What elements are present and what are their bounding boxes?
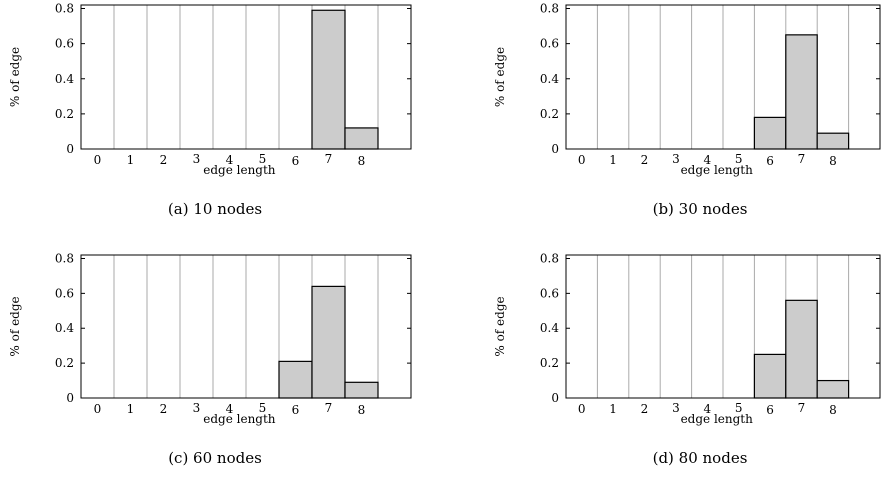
panel-c: 0 0.2 0.4 0.6 0.8 0 1 2 3 4 5 6 7 8 edge length % of ed… [8, 251, 412, 467]
panel-a: 0 0.2 0.4 0.6 0.8 0 1 2 3 4 5 6 7 8 edge length % of ed… [8, 2, 412, 218]
bar-8 [344, 381, 379, 399]
bar-6 [753, 353, 787, 399]
y-tick-label: 0 [66, 142, 74, 156]
bar-7 [785, 34, 818, 150]
x-tick-label: 1 [609, 402, 617, 416]
x-tick-label: 2 [641, 153, 649, 167]
bar-7 [311, 9, 346, 150]
x-tick-label: 7 [325, 152, 333, 166]
y-tick-label: 0.4 [55, 72, 74, 86]
subfigure-caption: (a) 10 nodes [168, 200, 262, 218]
x-tick-label: 6 [766, 403, 774, 417]
x-tick-label: 4 [703, 402, 711, 416]
y-tick-label: 0.6 [540, 286, 559, 300]
x-tick-label: 1 [127, 402, 135, 416]
bar-7 [785, 299, 818, 399]
x-axis-label: edge length [203, 412, 276, 426]
x-tick-label: 0 [94, 402, 102, 416]
y-tick-label: 0 [66, 391, 74, 405]
subfigure-caption: (b) 30 nodes [653, 200, 748, 218]
x-tick-label: 7 [798, 152, 806, 166]
y-tick-label: 0.4 [540, 321, 559, 335]
x-tick-label: 2 [641, 402, 649, 416]
x-tick-label: 7 [798, 401, 806, 415]
y-tick-label: 0 [551, 391, 559, 405]
x-tick-label: 3 [672, 152, 680, 166]
y-tick-label: 0.2 [55, 356, 74, 370]
y-tick-label: 0 [551, 142, 559, 156]
x-tick-label: 5 [259, 401, 267, 415]
bar-6 [753, 116, 787, 150]
y-tick-label: 0.2 [540, 107, 559, 121]
x-tick-label: 0 [578, 153, 586, 167]
x-tick-label: 0 [578, 402, 586, 416]
x-tick-label: 7 [325, 401, 333, 415]
y-axis-label: % of edge [493, 47, 507, 107]
x-tick-label: 3 [193, 401, 201, 415]
y-tick-label: 0.2 [55, 107, 74, 121]
x-tick-label: 6 [766, 154, 774, 168]
bar-8 [816, 132, 850, 150]
y-axis-label: % of edge [8, 296, 22, 356]
y-tick-label: 0.8 [55, 2, 74, 16]
x-tick-label: 5 [259, 152, 267, 166]
x-tick-label: 3 [193, 152, 201, 166]
y-tick-label: 0.4 [55, 321, 74, 335]
x-tick-label: 1 [609, 153, 617, 167]
y-tick-label: 0.2 [540, 356, 559, 370]
y-tick-label: 0.8 [540, 2, 559, 16]
plot-frame [565, 4, 881, 150]
x-tick-label: 3 [672, 401, 680, 415]
x-axis-label: edge length [681, 412, 754, 426]
x-tick-label: 8 [829, 154, 837, 168]
y-tick-label: 0.8 [540, 251, 559, 265]
x-tick-label: 8 [358, 154, 366, 168]
plot-frame [80, 254, 412, 399]
y-tick-label: 0.6 [540, 37, 559, 51]
panel-b: 0 0.2 0.4 0.6 0.8 0 1 2 3 4 5 6 7 8 edge length % of ed… [493, 2, 881, 218]
y-tick-label: 0.6 [55, 37, 74, 51]
subfigure-caption: (d) 80 nodes [653, 449, 748, 467]
panel-d: 0 0.2 0.4 0.6 0.8 0 1 2 3 4 5 6 7 8 edge length % of ed… [493, 251, 881, 467]
subfigure-caption: (c) 60 nodes [168, 449, 262, 467]
x-tick-label: 2 [160, 153, 168, 167]
y-axis-label: % of edge [8, 47, 22, 107]
bar-8 [344, 127, 379, 150]
x-tick-label: 5 [735, 152, 743, 166]
plot-frame [80, 4, 412, 150]
x-tick-label: 1 [127, 153, 135, 167]
x-axis-label: edge length [681, 163, 754, 177]
x-axis-label: edge length [203, 163, 276, 177]
x-tick-label: 8 [358, 403, 366, 417]
y-tick-label: 0.6 [55, 286, 74, 300]
x-tick-label: 6 [292, 154, 300, 168]
y-tick-label: 0.4 [540, 72, 559, 86]
x-tick-label: 8 [829, 403, 837, 417]
y-tick-label: 0.8 [55, 251, 74, 265]
y-axis-label: % of edge [493, 296, 507, 356]
bar-6 [278, 360, 313, 399]
x-tick-label: 5 [735, 401, 743, 415]
x-tick-label: 4 [226, 402, 234, 416]
bar-8 [816, 379, 850, 399]
bar-7 [311, 285, 346, 399]
x-tick-label: 6 [292, 403, 300, 417]
x-tick-label: 4 [703, 153, 711, 167]
plot-frame [565, 254, 881, 399]
x-tick-label: 0 [94, 153, 102, 167]
x-tick-label: 2 [160, 402, 168, 416]
x-tick-label: 4 [226, 153, 234, 167]
